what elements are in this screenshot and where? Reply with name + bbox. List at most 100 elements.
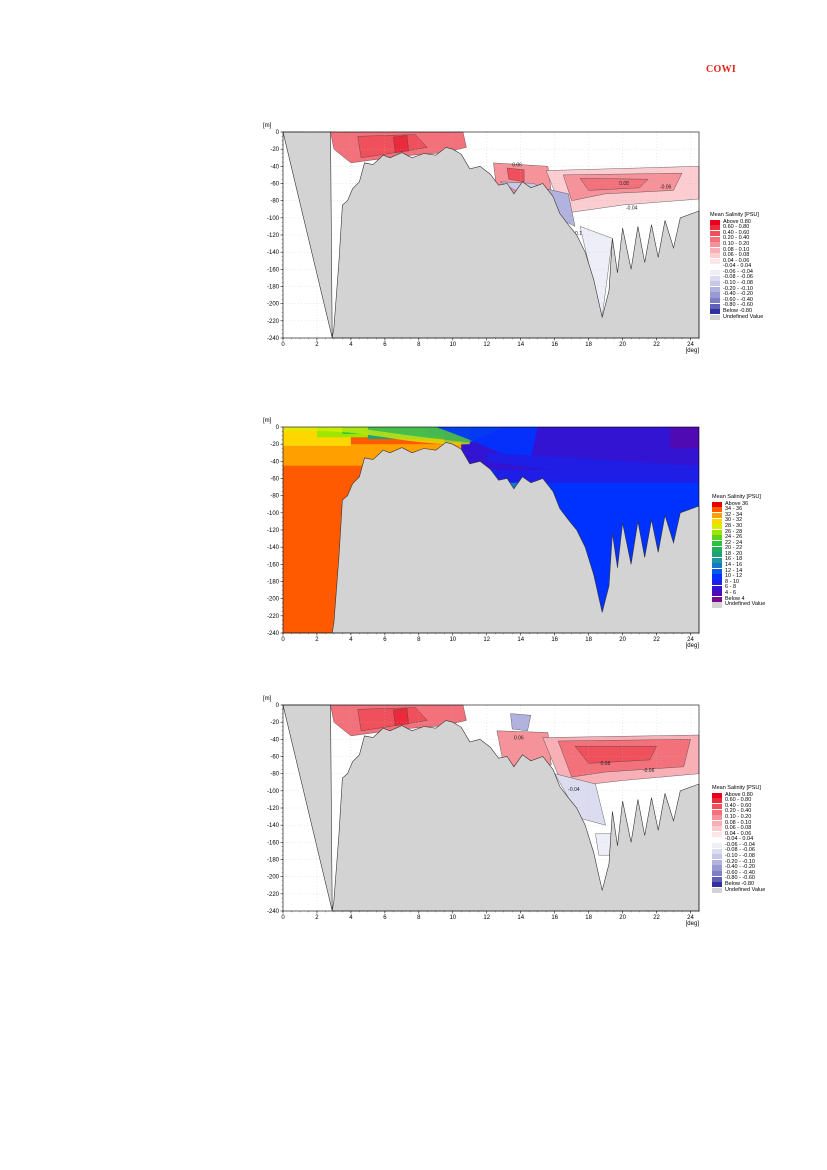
legend-swatch xyxy=(712,843,722,849)
chart-1-legend: Mean Salinity [PSU] Above 0.80 0.60 - 0.80… xyxy=(710,212,763,320)
legend-label: 0.40 - 0.60 xyxy=(723,229,750,236)
x-tick-label: 2 xyxy=(315,342,319,348)
legend-label: -0.04 - 0.04 xyxy=(725,836,754,843)
x-tick-label: 10 xyxy=(449,915,456,921)
legend-item: 0.04 - 0.06 xyxy=(712,830,765,838)
y-tick-label: -200 xyxy=(267,875,280,881)
legend-swatch xyxy=(712,529,722,535)
legend-label: -0.08 - -0.06 xyxy=(725,847,755,854)
legend-swatch xyxy=(712,596,722,602)
legend-item: 0.40 - 0.60 xyxy=(710,229,763,237)
legend-label: 6 - 8 xyxy=(725,584,737,591)
legend-label: 34 - 36 xyxy=(725,506,743,513)
legend-label: 0.10 - 0.20 xyxy=(723,240,750,247)
legend-item: Above 0.80 xyxy=(712,792,765,799)
legend-item: Below -0.80 xyxy=(710,309,763,315)
legend-swatch xyxy=(710,236,720,242)
legend-label: -0.06 - -0.04 xyxy=(723,268,753,275)
legend-item: -0.40 - -0.20 xyxy=(710,292,763,298)
legend-item: 6 - 8 xyxy=(712,585,765,591)
y-tick-label: -80 xyxy=(270,772,279,778)
y-tick-label: -180 xyxy=(267,580,280,586)
x-tick-label: 12 xyxy=(483,342,490,348)
legend-label: -0.40 - -0.20 xyxy=(723,291,753,298)
legend-item: 0.06 - 0.08 xyxy=(712,826,765,832)
legend-swatch xyxy=(710,247,720,253)
y-tick-label: -100 xyxy=(267,511,280,517)
x-tick-label: 6 xyxy=(383,915,387,921)
y-tick-label: -140 xyxy=(267,823,280,829)
x-tick-label: 20 xyxy=(619,342,626,348)
legend-label: 0.06 - 0.08 xyxy=(725,825,752,832)
legend-item: Below 4 xyxy=(712,596,765,603)
legend-label: 0.60 - 0.80 xyxy=(725,797,752,804)
legend-item: 18 - 20 xyxy=(712,551,765,558)
contour-label: -0.06 xyxy=(643,768,655,774)
x-tick-label: 22 xyxy=(653,342,660,348)
legend-item: -0.04 - 0.04 xyxy=(712,837,765,843)
x-tick-label: 6 xyxy=(383,342,387,348)
x-tick-label: 12 xyxy=(483,915,490,921)
y-tick-label: -20 xyxy=(270,147,279,153)
legend-item: 32 - 34 xyxy=(712,511,765,519)
y-tick-label: 0 xyxy=(276,703,280,709)
legend-swatch xyxy=(712,574,722,580)
legend-label: 32 - 34 xyxy=(725,511,743,518)
legend-item: 0.20 - 0.40 xyxy=(712,809,765,815)
y-tick-label: -120 xyxy=(267,806,280,812)
legend-swatch xyxy=(712,501,722,507)
legend-swatch xyxy=(712,518,722,524)
seabed-land xyxy=(282,131,700,339)
x-tick-label: 4 xyxy=(349,637,353,643)
contour-label: 0.08 xyxy=(619,181,629,187)
x-axis-label: [deg] xyxy=(686,348,700,354)
y-tick-label: -120 xyxy=(267,528,280,534)
x-tick-label: 16 xyxy=(551,637,558,643)
y-tick-label: -140 xyxy=(267,250,280,256)
contour-label: 0.06 xyxy=(512,162,522,168)
legend-title: Mean Salinity [PSU] xyxy=(712,785,761,791)
legend-item: -0.06 - -0.04 xyxy=(710,268,763,276)
seabed-land xyxy=(283,442,700,634)
chart-3-legend: Mean Salinity [PSU] Above 0.80 0.60 - 0.80… xyxy=(712,785,765,893)
x-tick-label: 4 xyxy=(349,342,353,348)
y-tick-label: -140 xyxy=(267,545,280,551)
legend-item: 0.08 - 0.10 xyxy=(710,247,763,253)
legend-item: 0.10 - 0.20 xyxy=(710,240,763,248)
x-tick-label: 24 xyxy=(687,637,694,643)
legend-item: 4 - 6 xyxy=(712,591,765,597)
contour-label: 0.06 xyxy=(514,735,524,741)
legend-swatch xyxy=(712,524,722,530)
salinity-chart-3: 0.040.060.08-0.06-0.04024681012141618202… xyxy=(0,691,827,941)
chart-3-svg: 0.040.060.08-0.06-0.04024681012141618202… xyxy=(263,696,699,927)
legend-swatch xyxy=(712,540,722,546)
legend-swatch xyxy=(710,298,720,304)
x-tick-label: 0 xyxy=(281,915,285,921)
legend-label: -0.60 - -0.40 xyxy=(725,869,755,876)
legend-swatch xyxy=(712,568,722,574)
x-tick-label: 8 xyxy=(417,637,421,643)
legend-swatch xyxy=(710,314,720,320)
company-logo: COWI xyxy=(706,64,737,75)
legend-label: -0.10 - -0.08 xyxy=(723,280,753,287)
legend-label: 0.04 - 0.06 xyxy=(725,830,752,837)
x-tick-label: 16 xyxy=(551,915,558,921)
chart-2-legend: Mean Salinity [PSU] Above 36 34 - 36 32 - 3… xyxy=(712,494,765,608)
legend-swatch xyxy=(712,871,722,877)
x-tick-label: 10 xyxy=(449,342,456,348)
legend-item: 0.60 - 0.80 xyxy=(712,798,765,804)
legend-swatch xyxy=(710,225,720,231)
y-tick-label: 0 xyxy=(276,130,280,136)
legend-item: 8 - 10 xyxy=(712,579,765,586)
legend-item: 24 - 26 xyxy=(712,535,765,541)
legend-swatch xyxy=(712,803,722,810)
legend-label: 26 - 28 xyxy=(725,528,743,535)
chart-1-svg: 0.040.060.08-0.06-0.040.1024681012141618… xyxy=(263,123,700,354)
y-tick-label: -40 xyxy=(270,164,279,170)
salinity-patch xyxy=(393,708,409,726)
contour-label: 0.1 xyxy=(575,231,582,237)
x-tick-label: 18 xyxy=(585,637,592,643)
y-tick-label: -120 xyxy=(267,233,280,239)
legend-label: 22 - 24 xyxy=(725,539,743,546)
legend-item: -0.60 - -0.40 xyxy=(710,297,763,304)
